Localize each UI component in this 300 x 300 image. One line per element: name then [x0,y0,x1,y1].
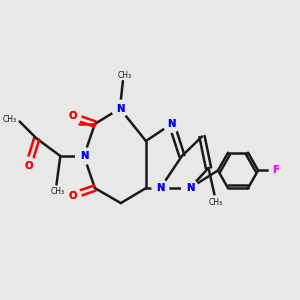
Text: N: N [80,151,88,161]
Text: N: N [116,103,124,114]
Text: N: N [186,183,194,193]
Text: N: N [167,119,176,129]
Text: CH₃: CH₃ [208,198,222,207]
Text: N: N [186,183,194,193]
Circle shape [64,108,81,125]
Circle shape [163,116,180,132]
Circle shape [269,164,282,177]
Text: CH₃: CH₃ [117,70,131,80]
Text: O: O [68,190,77,201]
Text: CH₃: CH₃ [50,188,64,196]
Text: O: O [68,190,77,201]
Text: O: O [68,111,77,122]
Text: N: N [167,119,176,129]
Circle shape [64,187,81,204]
Text: O: O [24,160,33,171]
Text: CH₃: CH₃ [2,116,16,124]
Text: O: O [68,111,77,122]
Text: F: F [272,165,279,176]
Circle shape [182,180,198,196]
Circle shape [152,180,169,196]
Circle shape [20,157,37,174]
Text: F: F [272,165,279,176]
Text: N: N [156,183,165,193]
Text: N: N [156,183,165,193]
Circle shape [76,148,92,164]
Text: N: N [116,103,124,114]
Circle shape [112,100,128,117]
Text: O: O [24,160,33,171]
Text: N: N [80,151,88,161]
